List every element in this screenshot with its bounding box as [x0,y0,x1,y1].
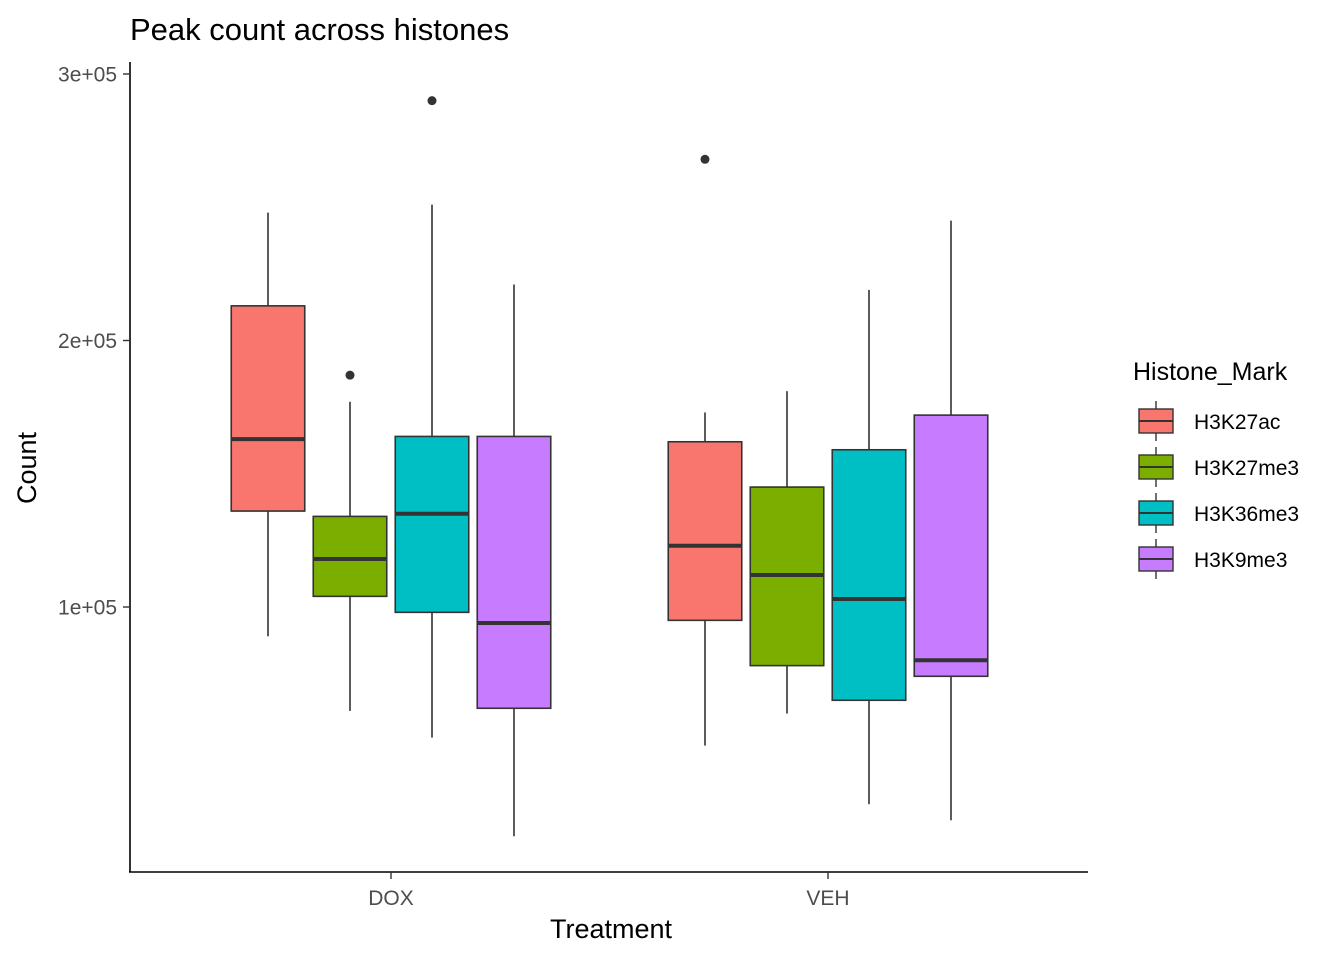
legend-title: Histone_Mark [1133,358,1288,386]
y-axis-title: Count [12,431,42,504]
x-tick-label: VEH [806,887,849,910]
iqr-box [913,414,989,678]
box-h3k9me3-veh [913,220,989,821]
plot-area [230,96,989,837]
legend-label: H3K9me3 [1194,549,1287,572]
iqr-box [831,448,907,702]
box-h3k9me3-dox [476,284,552,837]
iqr-box [476,435,552,710]
legend-key-h3k27me3 [1138,447,1174,487]
chart-title: Peak count across histones [130,12,509,47]
y-tick-label: 2e+05 [58,330,117,353]
box-h3k27ac-veh [667,154,743,746]
box-h3k36me3-veh [831,289,907,805]
x-axis-title: Treatment [550,914,673,944]
legend-key-h3k27ac [1138,401,1174,441]
outlier-point [345,370,355,380]
box-h3k27ac-dox [230,212,306,637]
legend-label: H3K27ac [1194,411,1280,434]
iqr-box [312,515,388,598]
legend: Histone_Mark H3K27ac H3K27me3 H3K36me3 H3K9… [1133,358,1299,579]
x-tick-label: DOX [368,887,414,910]
iqr-box [667,440,743,622]
legend-label: H3K27me3 [1194,457,1299,480]
legend-key-h3k9me3 [1138,539,1174,579]
iqr-box [394,435,470,614]
legend-key-h3k36me3 [1138,493,1174,533]
box-h3k27me3-veh [749,391,825,714]
outlier-point [700,154,710,164]
legend-label: H3K36me3 [1194,503,1299,526]
outlier-point [427,96,437,106]
y-tick-label: 3e+05 [58,64,117,87]
iqr-box [230,305,306,512]
box-h3k36me3-dox [394,96,470,738]
y-axis-ticks: 1e+05 2e+05 3e+05 [58,64,130,620]
box-h3k27me3-dox [312,370,388,711]
y-tick-label: 1e+05 [58,597,117,620]
x-axis-ticks: DOX VEH [368,872,850,910]
